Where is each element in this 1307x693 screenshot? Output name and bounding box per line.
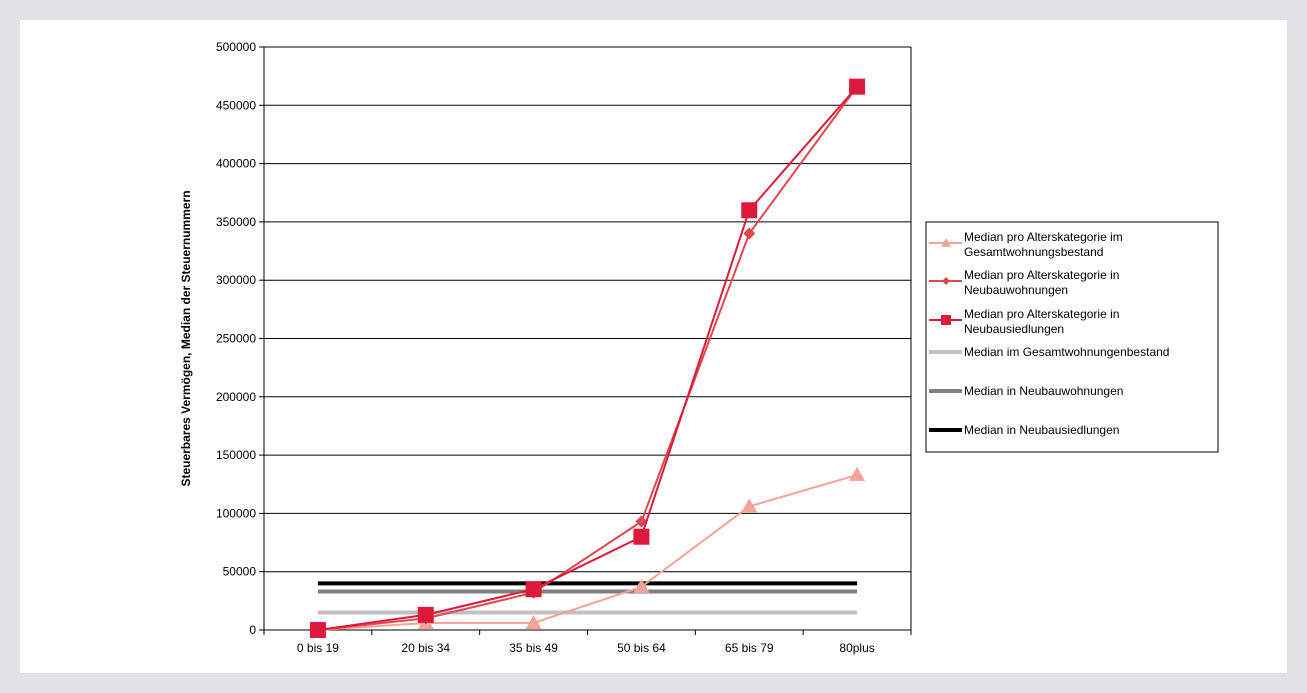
legend-label: Median pro Alterskategorie in Neubauwohnu… (964, 268, 1119, 297)
legend-label: Median in Neubausiedlungen (964, 423, 1119, 437)
series-line (317, 86, 858, 631)
legend-label: Median im Gesamtwohnungenbestand (964, 345, 1169, 359)
x-tick-labels: 0 bis 19 20 bis 34 35 bis 49 50 bis 64 65 bi… (297, 641, 875, 655)
y-tick-label: 400000 (216, 157, 256, 171)
chart-panel: 0 50000 100000 150000 200000 250000 300000 3500… (20, 20, 1287, 673)
legend: Median pro Alterskategorie im Gesamtwohnu… (925, 221, 1219, 453)
legend-label: Median in Neubauwohnungen (964, 384, 1123, 398)
data-point (417, 606, 434, 623)
y-tick-label: 150000 (216, 448, 256, 462)
y-tick-label: 450000 (216, 98, 256, 112)
legend-box (925, 221, 1219, 453)
y-tick-label: 300000 (216, 273, 256, 287)
axes (259, 46, 912, 635)
legend-swatch-marker (941, 315, 951, 325)
data-point (849, 78, 866, 95)
series-line (317, 473, 858, 631)
line-chart: 0 50000 100000 150000 200000 250000 300000 3500… (179, 40, 1219, 655)
y-tick-label: 100000 (216, 506, 256, 520)
x-tick-label: 65 bis 79 (725, 641, 774, 655)
series-line (317, 85, 858, 631)
data-point (741, 498, 758, 513)
x-tick-label: 20 bis 34 (401, 641, 450, 655)
y-axis-label: Steuerbares Vermögen, Median der Steuern… (179, 190, 193, 486)
y-tick-label: 0 (249, 623, 256, 637)
data-point (525, 615, 542, 630)
y-tick-label: 350000 (216, 215, 256, 229)
x-tick-label: 50 bis 64 (617, 641, 666, 655)
y-tick-label: 50000 (223, 565, 257, 579)
legend-label: Median pro Alterskategorie im Gesamtwohnu… (964, 230, 1123, 259)
series-3 (309, 78, 866, 638)
y-tick-label: 250000 (216, 332, 256, 346)
y-tick-label: 200000 (216, 390, 256, 404)
legend-swatch-marker (942, 277, 950, 285)
data-point (309, 622, 326, 638)
y-tick-labels: 0 50000 100000 150000 200000 250000 300000 3500… (216, 40, 256, 637)
data-point (633, 528, 650, 545)
x-tick-label: 80plus (839, 641, 874, 655)
data-point (525, 581, 542, 598)
data-point (849, 466, 866, 481)
data-point (741, 202, 758, 219)
legend-label: Median pro Alterskategorie in Neubausiedl… (964, 307, 1119, 336)
x-tick-label: 35 bis 49 (509, 641, 558, 655)
legend-swatch-marker (941, 238, 951, 247)
gridlines (264, 46, 911, 573)
x-tick-label: 0 bis 19 (297, 641, 339, 655)
y-tick-label: 500000 (216, 40, 256, 54)
series-1 (309, 466, 866, 636)
data-point (743, 227, 756, 240)
data-point (633, 578, 650, 593)
series-group (309, 78, 866, 638)
